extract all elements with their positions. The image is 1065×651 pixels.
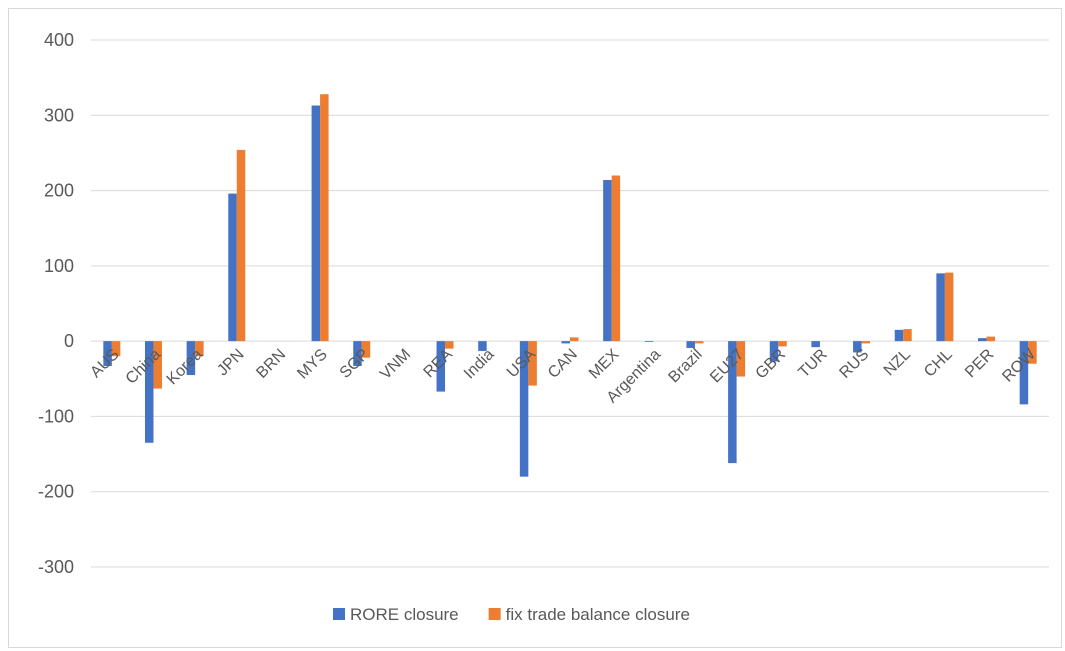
bar-sgp-series-1 [353, 341, 362, 366]
bar-gbr-series-1 [769, 341, 779, 362]
bar-gbr-series-2 [778, 341, 787, 347]
bar-china-series-2 [153, 341, 162, 389]
bar-mys-series-2 [320, 94, 329, 342]
bar-can-series-2 [570, 337, 579, 342]
legend-label-1: RORE closure [350, 605, 459, 624]
bar-usa-series-1 [519, 341, 529, 477]
bar-sgp-series-2 [361, 341, 371, 358]
bar-rea-series-2 [445, 341, 454, 349]
bar-nzl-series-1 [894, 329, 904, 342]
bar-chart: -300 -200 -100 0 100 200 300 400 AUS China Korea J… [38, 30, 1049, 624]
x-category-label: India [461, 346, 498, 383]
y-tick-label: -100 [38, 406, 74, 426]
bar-eu27-series-2 [736, 341, 746, 377]
x-category-label: NZL [881, 346, 914, 379]
legend-swatch-2 [488, 608, 501, 620]
gridlines [91, 39, 1049, 568]
y-tick-label: -300 [38, 557, 74, 577]
x-category-label: CAN [545, 346, 581, 382]
x-category-label: TUR [795, 346, 830, 381]
x-category-label: Brazil [665, 346, 705, 386]
bar-korea-series-2 [195, 341, 204, 357]
legend-label-2: fix trade balance closure [506, 605, 690, 624]
legend: RORE closure fix trade balance closure [333, 605, 690, 624]
bar-korea-series-1 [186, 341, 196, 376]
y-tick-label: 100 [44, 256, 74, 276]
bar-row-series-2 [1028, 341, 1037, 364]
bar-eu27-series-1 [728, 341, 737, 464]
bar-brazil-series-2 [694, 341, 704, 344]
bar-chl-series-2 [944, 272, 954, 342]
x-category-label: MYS [294, 346, 331, 383]
y-tick-label: 300 [44, 105, 74, 125]
bar-mex-series-2 [611, 175, 621, 342]
y-axis-tick-labels: -300 -200 -100 0 100 200 300 400 [38, 30, 74, 577]
bar-nzl-series-2 [903, 329, 912, 342]
y-tick-label: 200 [44, 181, 74, 201]
y-tick-label: 0 [64, 331, 74, 351]
bar-per-series-2 [986, 336, 996, 342]
bar-argentina-series-1 [644, 341, 654, 342]
x-category-label: JPN [214, 346, 247, 379]
bar-jpn-series-1 [228, 193, 237, 342]
bars [103, 94, 1037, 477]
bar-india-series-1 [478, 341, 487, 351]
bar-mex-series-1 [603, 180, 612, 342]
x-category-label: Korea [164, 346, 206, 388]
x-category-label: VNM [377, 346, 414, 383]
y-tick-label: 400 [44, 30, 74, 50]
x-category-label: PER [962, 346, 997, 381]
x-category-label: BRN [253, 346, 289, 382]
bar-tur-series-1 [811, 341, 820, 348]
bar-rus-series-1 [853, 341, 862, 353]
chart-area: -300 -200 -100 0 100 200 300 400 AUS China Korea J… [8, 8, 1062, 648]
bar-per-series-1 [978, 338, 987, 342]
x-category-label: GBR [753, 346, 790, 383]
bar-china-series-1 [144, 341, 154, 443]
bar-brazil-series-1 [686, 341, 695, 348]
x-axis-category-labels: AUS China Korea JPN BRN MYS SGP VNM REA India USA C… [87, 345, 1039, 406]
legend-swatch-1 [333, 608, 345, 620]
bar-jpn-series-2 [236, 149, 246, 342]
x-category-label: RUS [836, 346, 872, 382]
bar-can-series-1 [561, 341, 570, 344]
x-category-label: MEX [586, 346, 623, 383]
y-tick-label: -200 [38, 482, 74, 502]
bar-rus-series-2 [861, 341, 871, 344]
bar-row-series-1 [1019, 341, 1029, 405]
bar-aus-series-1 [103, 341, 112, 366]
bar-chl-series-1 [936, 273, 945, 342]
bar-aus-series-2 [111, 341, 121, 357]
bar-mys-series-1 [311, 105, 321, 342]
bar-rea-series-1 [436, 341, 446, 392]
bar-usa-series-2 [528, 341, 537, 386]
x-category-label: CHL [921, 346, 956, 381]
